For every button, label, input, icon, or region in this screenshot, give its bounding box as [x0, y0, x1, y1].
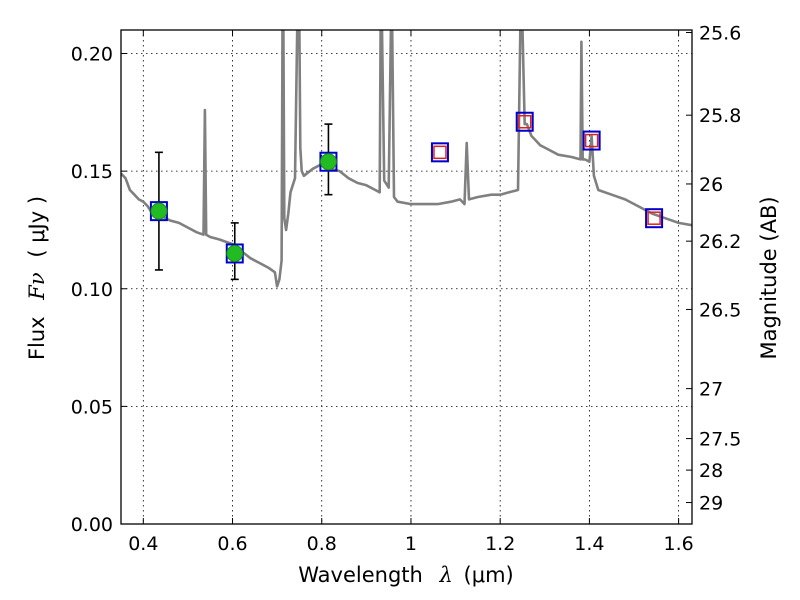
photometry-markers: [149, 111, 664, 281]
x-tick-label: 0.4: [128, 533, 158, 555]
axis-ticks: 0.4 0.6 0.8 1 1.2 1.4 1.6 0.00 0.05 0.10 0.15 0.20 2…: [71, 22, 742, 555]
y2-tick-label: 26: [699, 174, 723, 196]
y-axis-unit: ( μJy ): [25, 196, 49, 258]
observed-point: [319, 153, 337, 171]
model-square: [430, 142, 449, 163]
x-axis-title: Wavelength λ (μm): [298, 563, 513, 587]
y2-tick-label: 28: [699, 460, 723, 482]
y2-tick-label: 25.6: [699, 22, 741, 44]
y2-tick-label: 29: [699, 493, 723, 515]
y-axis-symbol: Fν: [25, 272, 49, 301]
grid-lines: [121, 30, 692, 525]
y-tick-label: 0.05: [71, 396, 113, 418]
y-tick-label: 0.00: [71, 514, 113, 536]
spectrum-line: [121, 30, 692, 288]
model-square: [582, 130, 601, 151]
x-tick-label: 0.8: [307, 533, 337, 555]
plot-frame: [120, 29, 693, 525]
y-axis-title: Flux Fν ( μJy ): [25, 196, 49, 360]
y2-axis-title: Magnitude (AB): [757, 196, 781, 359]
y2-tick-label: 26.2: [699, 231, 741, 253]
y-tick-label: 0.20: [71, 44, 113, 66]
observed-point: [150, 202, 168, 220]
x-tick-label: 1.4: [574, 533, 604, 555]
x-tick-label: 1.6: [664, 533, 694, 555]
y2-tick-label: 27.5: [699, 429, 741, 451]
nir-square: [647, 211, 661, 225]
model-square: [645, 208, 664, 229]
spectrum-series: [121, 30, 692, 288]
y-axis-label: Flux: [25, 316, 49, 360]
model-square: [515, 111, 534, 132]
x-axis-unit: (μm): [464, 563, 514, 587]
nir-square: [433, 145, 447, 160]
x-tick-label: 1: [405, 533, 417, 555]
observed-point: [226, 244, 244, 262]
nir-square: [517, 114, 532, 129]
y-tick-label: 0.15: [71, 161, 113, 183]
y2-tick-label: 25.8: [699, 105, 741, 127]
y2-tick-label: 26.5: [699, 299, 741, 321]
x-tick-label: 1.2: [485, 533, 515, 555]
x-axis-symbol: λ: [439, 563, 453, 587]
x-axis-label: Wavelength: [298, 563, 423, 587]
x-tick-label: 0.6: [217, 533, 247, 555]
y-tick-label: 0.10: [71, 279, 113, 301]
y2-tick-label: 27: [699, 379, 723, 401]
nir-square: [584, 133, 599, 148]
